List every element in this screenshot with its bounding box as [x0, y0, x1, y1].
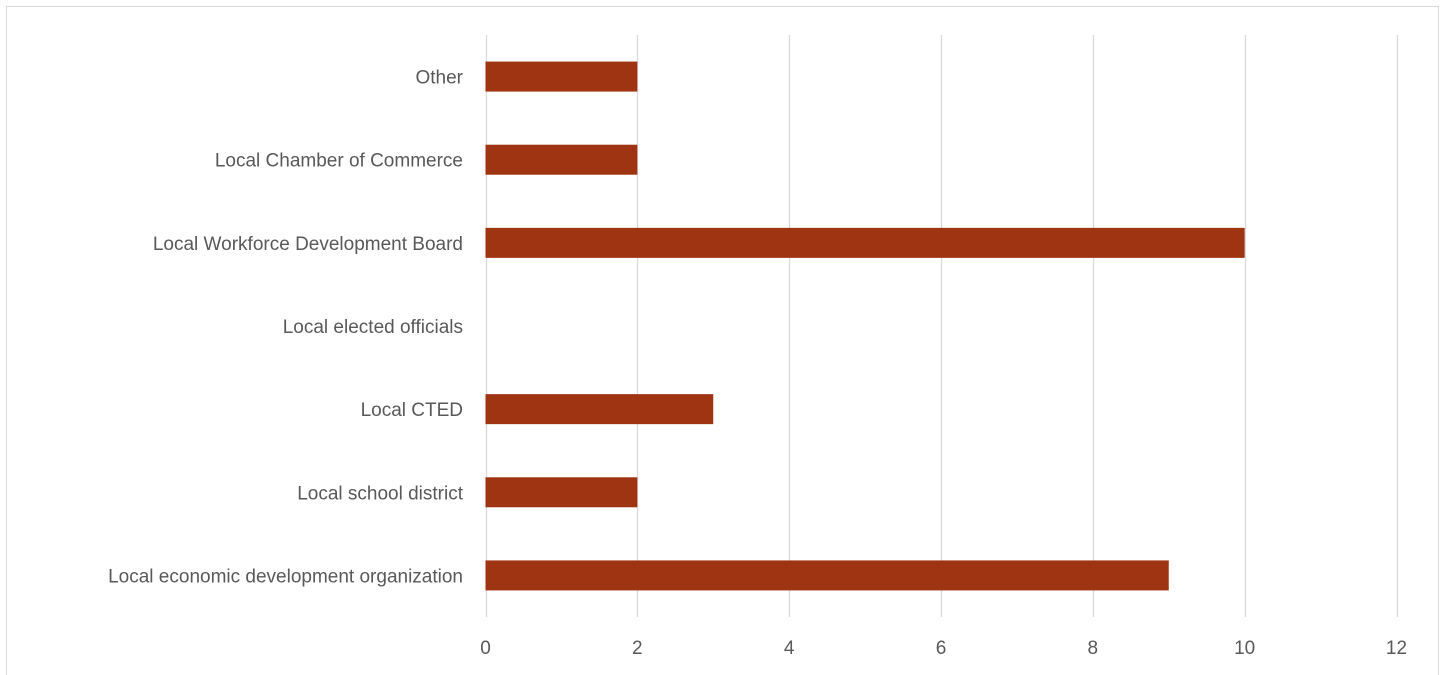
category-label: Other — [415, 68, 463, 89]
x-tick-label: 2 — [632, 638, 643, 659]
x-tick-label: 10 — [1234, 638, 1255, 659]
category-label: Local CTED — [361, 400, 463, 421]
x-tick-label: 4 — [784, 638, 795, 659]
bar-6 — [485, 144, 638, 175]
bar-7 — [485, 61, 638, 92]
category-label: Local elected officials — [283, 317, 463, 338]
x-tick-label: 12 — [1386, 638, 1407, 659]
bar-1 — [485, 560, 1169, 591]
bar-2 — [485, 477, 638, 508]
x-tick-label: 0 — [480, 638, 491, 659]
bar-5 — [485, 227, 1245, 258]
category-label: Local economic development organization — [108, 566, 463, 587]
category-label: Local school district — [297, 483, 464, 504]
category-label: Local Chamber of Commerce — [215, 151, 463, 172]
category-label: Local Workforce Development Board — [153, 234, 463, 255]
x-tick-label: 8 — [1088, 638, 1099, 659]
x-tick-label: 6 — [936, 638, 947, 659]
bar-3 — [485, 394, 714, 425]
